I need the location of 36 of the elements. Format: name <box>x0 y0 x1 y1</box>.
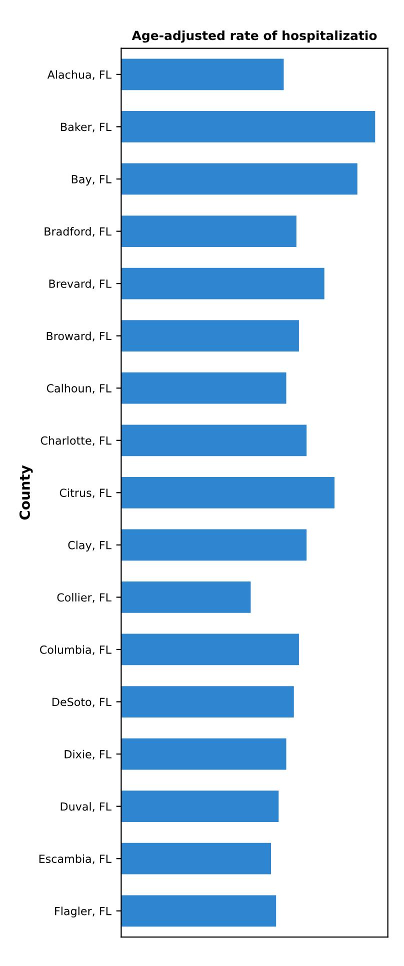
bar <box>121 58 284 90</box>
y-tick-label: Alachua, FL <box>47 70 112 80</box>
chart-title: Age-adjusted rate of hospitalizatio <box>132 30 377 43</box>
y-tick-label: Duval, FL <box>60 802 112 812</box>
y-axis-title: County <box>19 465 33 520</box>
y-tick-label: DeSoto, FL <box>52 698 112 708</box>
bar <box>121 529 307 561</box>
bar <box>121 582 251 613</box>
y-tick-label: Citrus, FL <box>60 488 112 498</box>
bar <box>121 372 286 404</box>
bar <box>121 842 272 874</box>
y-tick-label: Brevard, FL <box>49 279 112 290</box>
y-tick-label: Collier, FL <box>57 592 112 603</box>
bar <box>121 111 376 142</box>
bar <box>121 686 294 718</box>
y-tick-label: Columbia, FL <box>40 645 112 656</box>
y-tick-label: Bay, FL <box>72 175 112 186</box>
bar <box>121 216 296 247</box>
bar <box>121 268 324 300</box>
bar <box>121 476 335 508</box>
bar <box>121 163 358 195</box>
y-tick-label: Clay, FL <box>68 540 112 552</box>
bar <box>121 895 276 927</box>
bar <box>121 634 299 666</box>
bar <box>121 738 286 770</box>
y-tick-label: Dixie, FL <box>64 750 112 760</box>
y-tick-label: Escambia, FL <box>39 854 112 864</box>
y-tick-label: Charlotte, FL <box>40 436 112 446</box>
bar <box>121 320 299 352</box>
bar <box>121 424 307 456</box>
y-tick-label: Flagler, FL <box>55 906 112 918</box>
y-tick-label: Bradford, FL <box>44 227 112 237</box>
bar <box>121 790 279 822</box>
y-tick-label: Baker, FL <box>61 122 112 132</box>
y-tick-label: Broward, FL <box>46 332 112 342</box>
y-tick-label: Calhoun, FL <box>46 384 112 394</box>
